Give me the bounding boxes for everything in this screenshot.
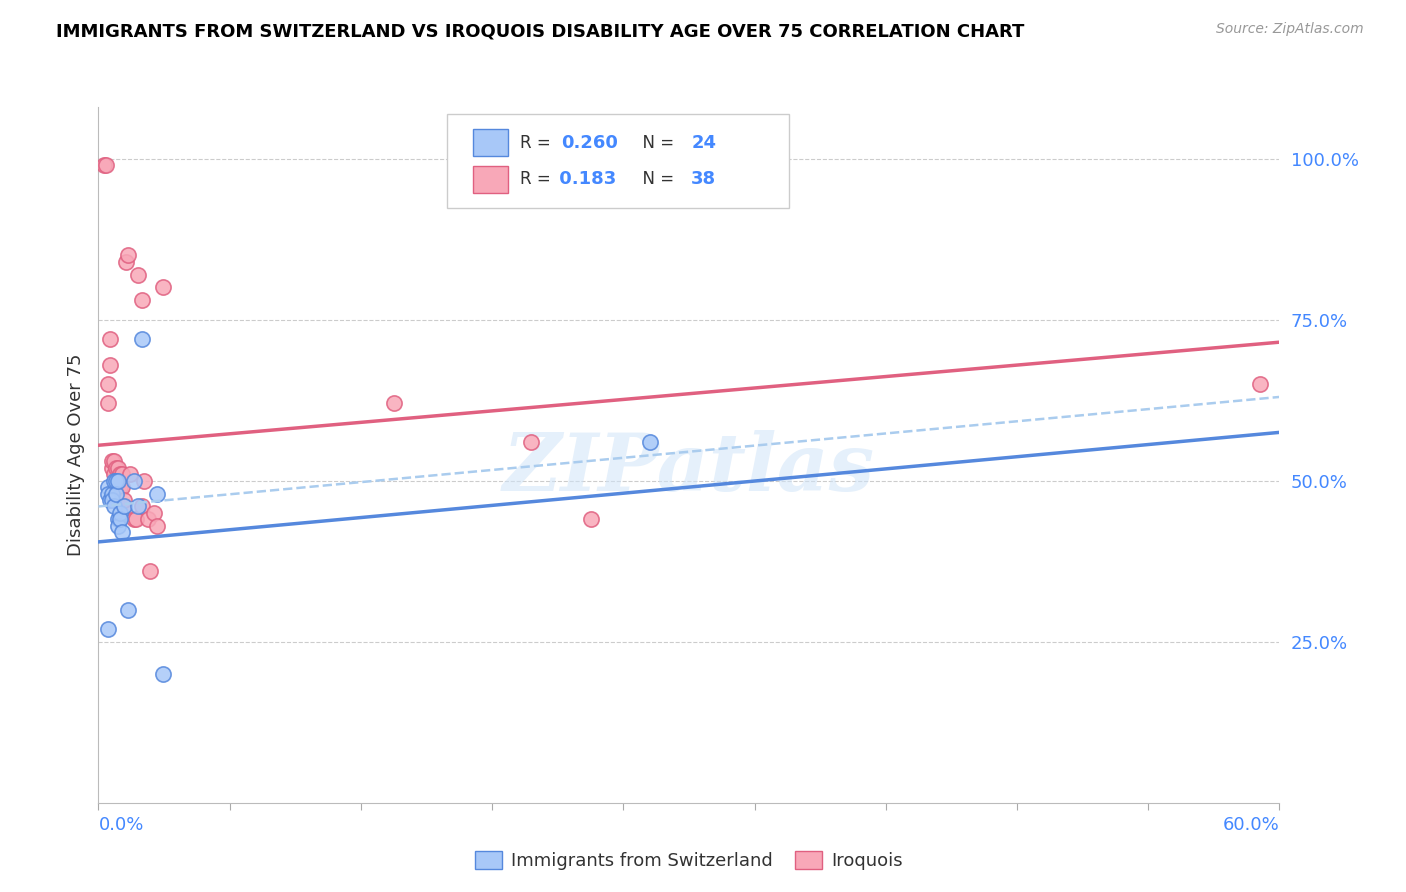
FancyBboxPatch shape <box>447 114 789 208</box>
Point <box>97 377 120 392</box>
Point <box>103 500 125 514</box>
Point <box>103 454 125 468</box>
Point <box>127 500 149 514</box>
Point <box>107 480 129 494</box>
Point <box>107 512 129 526</box>
Legend: Immigrants from Switzerland, Iroquois: Immigrants from Switzerland, Iroquois <box>468 844 910 877</box>
Text: IMMIGRANTS FROM SWITZERLAND VS IROQUOIS DISABILITY AGE OVER 75 CORRELATION CHART: IMMIGRANTS FROM SWITZERLAND VS IROQUOIS … <box>56 22 1025 40</box>
Point <box>638 435 661 450</box>
Point <box>112 500 135 514</box>
Point <box>108 512 131 526</box>
Point <box>108 506 131 520</box>
Text: ZIPatlas: ZIPatlas <box>503 430 875 508</box>
Point <box>108 467 131 482</box>
Point <box>105 474 128 488</box>
Point <box>97 480 120 494</box>
Point <box>131 293 153 308</box>
Point <box>152 280 174 294</box>
Point <box>1249 377 1271 392</box>
Text: 0.183: 0.183 <box>553 170 616 188</box>
Point <box>96 158 118 172</box>
Text: N =: N = <box>633 134 679 152</box>
Point <box>125 512 148 526</box>
Point <box>98 332 121 346</box>
Text: 60.0%: 60.0% <box>1223 816 1279 834</box>
Point <box>108 480 131 494</box>
Text: 0.260: 0.260 <box>561 134 619 152</box>
Y-axis label: Disability Age Over 75: Disability Age Over 75 <box>66 353 84 557</box>
Point <box>142 506 165 520</box>
Point <box>97 396 120 410</box>
Text: R =: R = <box>520 170 555 188</box>
Point <box>97 486 120 500</box>
Text: 0.0%: 0.0% <box>98 816 143 834</box>
FancyBboxPatch shape <box>472 129 508 156</box>
Point <box>101 454 124 468</box>
Point <box>115 254 138 268</box>
Point <box>111 467 134 482</box>
Point <box>382 396 405 410</box>
Point <box>146 518 169 533</box>
Point <box>118 467 141 482</box>
Point <box>107 518 129 533</box>
Point <box>103 474 125 488</box>
Point <box>117 248 139 262</box>
Point <box>127 268 149 282</box>
Point <box>122 474 145 488</box>
Point <box>93 158 115 172</box>
Point <box>136 512 159 526</box>
Point <box>131 500 153 514</box>
Point <box>98 358 121 372</box>
Point <box>97 622 120 636</box>
Point <box>98 493 121 508</box>
Point <box>117 602 139 616</box>
Point <box>122 512 145 526</box>
Point <box>101 486 124 500</box>
Point <box>579 512 602 526</box>
Point <box>101 460 124 475</box>
FancyBboxPatch shape <box>472 166 508 193</box>
Point <box>138 564 160 578</box>
Point <box>103 467 125 482</box>
Text: R =: R = <box>520 134 555 152</box>
Point <box>105 486 128 500</box>
Point <box>520 435 543 450</box>
Point <box>105 460 128 475</box>
Text: 24: 24 <box>692 134 716 152</box>
Point <box>111 525 134 540</box>
Text: N =: N = <box>633 170 679 188</box>
Text: 38: 38 <box>692 170 717 188</box>
Point <box>101 493 124 508</box>
Point <box>107 460 129 475</box>
Point <box>112 500 135 514</box>
Point <box>131 332 153 346</box>
Point <box>152 667 174 681</box>
Point <box>105 474 128 488</box>
Point <box>132 474 155 488</box>
Point <box>112 493 135 508</box>
Point <box>107 474 129 488</box>
Point <box>111 480 134 494</box>
Point <box>146 486 169 500</box>
Text: Source: ZipAtlas.com: Source: ZipAtlas.com <box>1216 22 1364 37</box>
